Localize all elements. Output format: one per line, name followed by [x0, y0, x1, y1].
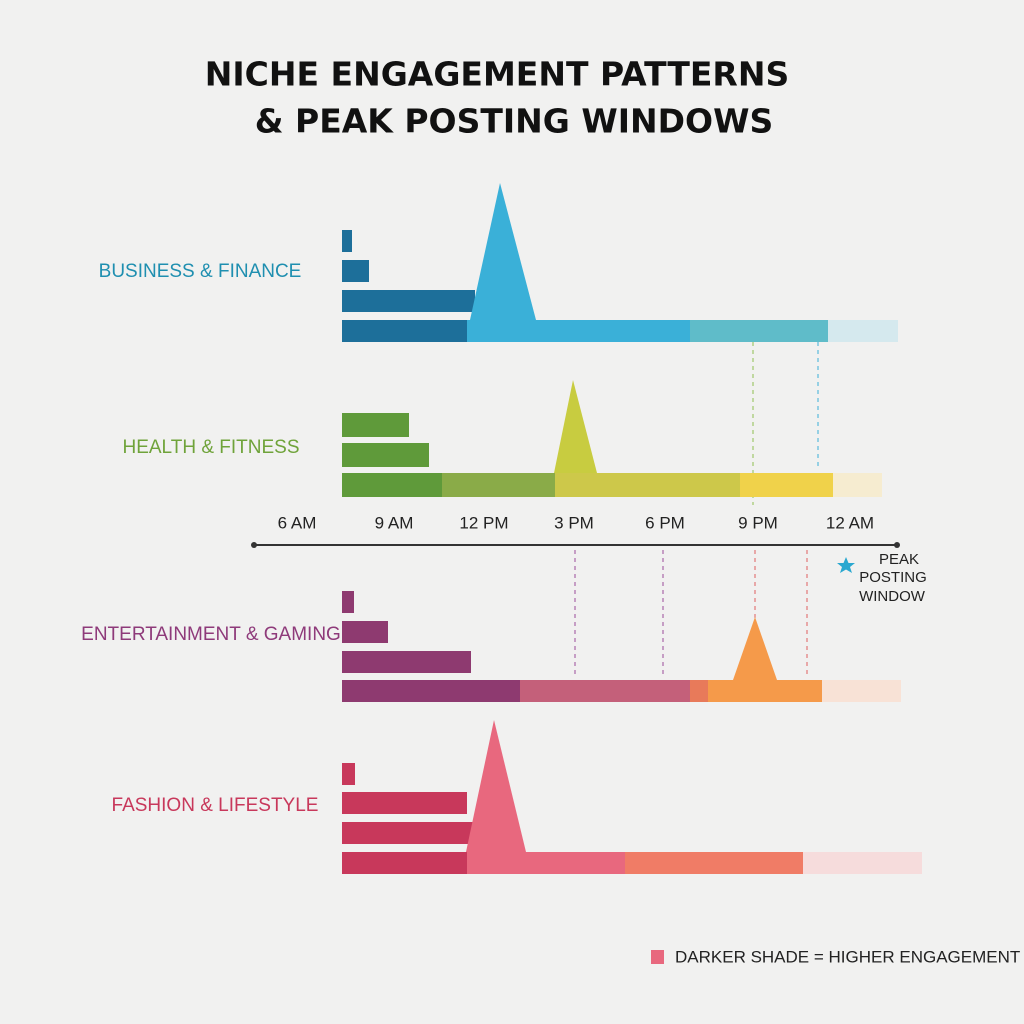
segment — [690, 320, 828, 342]
niche-label: FASHION & LIFESTYLE — [112, 795, 319, 816]
peak — [470, 183, 536, 320]
peak-legend-line: WINDOW — [859, 588, 926, 605]
segment — [342, 320, 467, 342]
peak — [466, 720, 526, 852]
peak — [554, 380, 597, 473]
segment — [342, 680, 520, 702]
entertainment-row: ENTERTAINMENT & GAMING — [81, 550, 901, 702]
segment — [555, 473, 740, 497]
niche-label: ENTERTAINMENT & GAMING — [81, 624, 341, 645]
health-row: HEALTH & FITNESS — [122, 380, 882, 497]
segment — [342, 852, 467, 874]
star-icon — [837, 557, 855, 573]
time-label: 12 PM — [459, 513, 508, 532]
bar — [342, 792, 467, 814]
legend-text: DARKER SHADE = HIGHER ENGAGEMENT — [675, 947, 1020, 966]
segment — [822, 680, 901, 702]
segment — [740, 473, 833, 497]
fashion-row: FASHION & LIFESTYLE — [112, 720, 922, 874]
segment — [520, 680, 690, 702]
segment — [803, 852, 922, 874]
legend-swatch — [651, 950, 664, 964]
bar — [342, 621, 388, 643]
business-row: BUSINESS & FINANCE — [99, 183, 898, 505]
time-label: 9 AM — [375, 513, 414, 532]
axis-end — [251, 542, 257, 548]
niche-label: BUSINESS & FINANCE — [99, 261, 302, 282]
peak-legend: PEAK POSTING WINDOW — [837, 551, 927, 605]
segment — [467, 320, 690, 342]
bar — [342, 763, 355, 785]
title-line: & PEAK POSTING WINDOWS — [255, 102, 774, 141]
time-label: 12 AM — [826, 513, 874, 532]
segment — [690, 680, 708, 702]
time-label: 3 PM — [554, 513, 594, 532]
time-label: 9 PM — [738, 513, 778, 532]
time-label: 6 AM — [278, 513, 317, 532]
bar — [342, 260, 369, 282]
segment — [442, 473, 555, 497]
bar — [342, 591, 354, 613]
title-line: NICHE ENGAGEMENT PATTERNS — [205, 55, 789, 94]
segment — [625, 852, 803, 874]
segment — [342, 473, 442, 497]
bar — [342, 290, 475, 312]
niche-label: HEALTH & FITNESS — [122, 437, 299, 458]
segment — [828, 320, 898, 342]
bar — [342, 651, 471, 673]
axis-end — [894, 542, 900, 548]
peak — [733, 617, 777, 680]
segment — [467, 852, 625, 874]
bar — [342, 230, 352, 252]
segment — [708, 680, 822, 702]
peak-legend-line: POSTING — [859, 569, 927, 586]
bar — [342, 413, 409, 437]
segment — [833, 473, 882, 497]
time-axis: 6 AM 9 AM 12 PM 3 PM 6 PM 9 PM 12 AM — [251, 513, 900, 548]
bar — [342, 822, 475, 844]
time-label: 6 PM — [645, 513, 685, 532]
bar — [342, 443, 429, 467]
peak-legend-line: PEAK — [879, 551, 919, 568]
footer-legend: DARKER SHADE = HIGHER ENGAGEMENT — [651, 947, 1020, 966]
